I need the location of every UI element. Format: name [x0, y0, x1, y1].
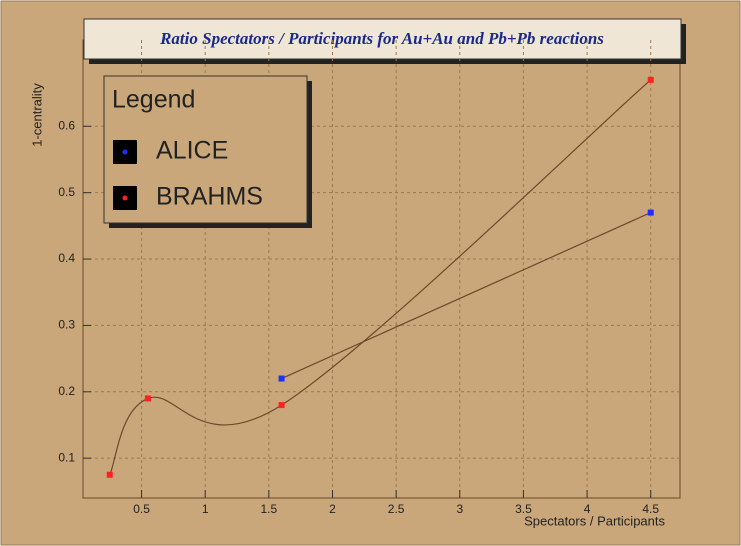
x-axis-label: Spectators / Participants — [524, 513, 665, 528]
x-tick-label: 4 — [584, 502, 591, 516]
series-curve — [109, 79, 652, 476]
x-tick-label: 4.5 — [642, 502, 659, 516]
legend-title: Legend — [112, 86, 195, 114]
x-tick-label: 3.5 — [515, 502, 532, 516]
point — [144, 395, 151, 402]
x-tick-label: 0.5 — [133, 502, 150, 516]
y-tick-label: 0.4 — [58, 251, 75, 265]
point — [106, 471, 113, 478]
legend-label: BRAHMS — [156, 183, 263, 211]
point — [278, 402, 285, 409]
y-axis-label: 1-centrality — [29, 83, 44, 147]
legend-label: ALICE — [156, 137, 228, 165]
y-tick-label: 0.6 — [58, 118, 75, 132]
x-tick-label: 1 — [202, 502, 209, 516]
point — [278, 375, 285, 382]
legend-marker — [122, 195, 128, 201]
x-tick-label: 3 — [456, 502, 463, 516]
x-tick-label: 1.5 — [261, 502, 278, 516]
point — [647, 209, 654, 216]
chart-title: Ratio Spectators / Participants for Au+A… — [159, 29, 604, 48]
y-tick-label: 0.1 — [58, 450, 75, 464]
x-tick-label: 2 — [329, 502, 336, 516]
x-tick-label: 2.5 — [388, 502, 405, 516]
point — [647, 76, 654, 83]
title-box — [83, 18, 682, 60]
y-tick-label: 0.5 — [58, 185, 75, 199]
legend-marker — [122, 149, 128, 155]
y-tick-label: 0.3 — [58, 318, 75, 332]
series-curve — [281, 212, 651, 380]
y-tick-label: 0.2 — [58, 384, 75, 398]
legend-box — [103, 75, 308, 224]
